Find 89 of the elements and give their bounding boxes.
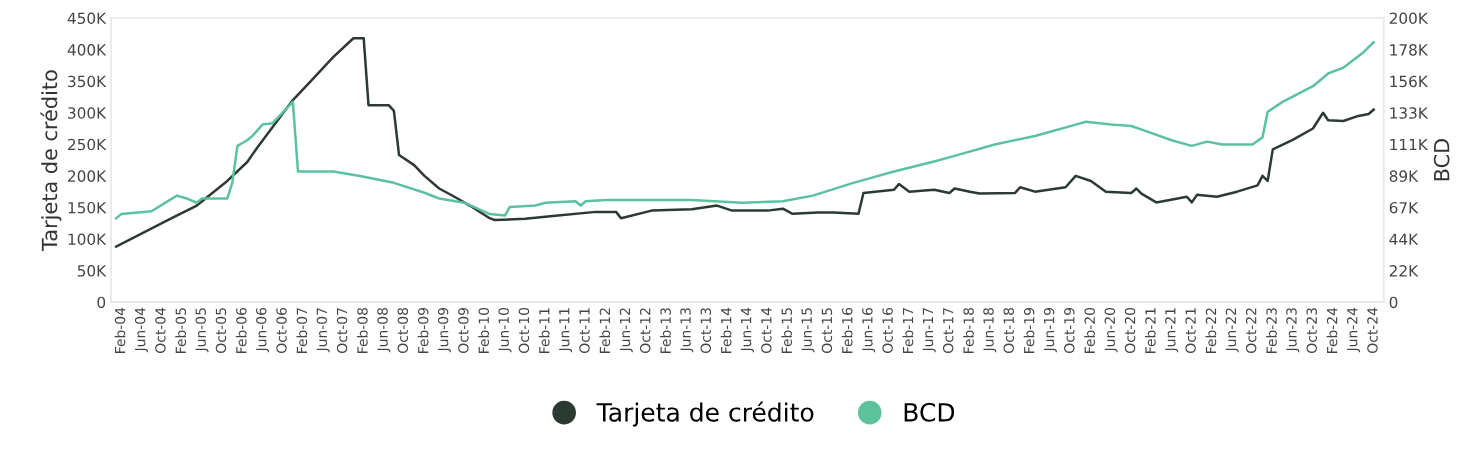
x-tick-label: Oct-17 <box>942 308 954 353</box>
y-tick-label: 0 <box>97 296 106 309</box>
x-tick-label: Feb-15 <box>781 308 792 353</box>
x-tick-label: Jun-05 <box>195 308 209 353</box>
x-tick-label: Oct-22 <box>1245 308 1257 353</box>
x-tick-label: Jun-13 <box>680 308 694 353</box>
x-tick-label: Feb-18 <box>963 307 974 353</box>
legend-label: BCD <box>904 402 955 422</box>
x-tick-label: Jun-11 <box>559 308 573 353</box>
x-tick-label: Jun-19 <box>1043 308 1057 353</box>
x-tick-label: Feb-14 <box>720 307 732 353</box>
x-tick-label: Jun-08 <box>377 307 391 353</box>
legend-label: Tarjeta de crédito <box>596 401 814 427</box>
y-tick-label: 450K <box>67 12 107 25</box>
y2-tick-label: 0 <box>1389 296 1398 309</box>
x-tick-label: Oct-14 <box>761 307 772 353</box>
x-tick-label: Jun-21 <box>1165 308 1179 353</box>
y-axis-title: Tarjeta de crédito <box>40 70 62 252</box>
x-tick-label: Oct-24 <box>1367 307 1378 353</box>
x-tick-label: Feb-23 <box>1266 308 1277 353</box>
y-tick-label: 200K <box>68 170 107 182</box>
x-tick-label: Feb-04 <box>114 307 126 353</box>
y2-tick-label: 67K <box>1389 201 1419 214</box>
y2-tick-label: 22K <box>1389 265 1419 277</box>
x-tick-label: Feb-05 <box>175 308 187 353</box>
x-tick-label: Jun-20 <box>1104 307 1118 353</box>
x-tick-label: Jun-14 <box>741 307 754 353</box>
x-tick-label: Oct-18 <box>1003 307 1014 353</box>
x-tick-label: Jun-17 <box>922 308 936 353</box>
x-tick-label: Oct-13 <box>700 308 712 353</box>
x-tick-label: Feb-19 <box>1023 308 1035 353</box>
x-tick-label: Jun-22 <box>1225 308 1239 353</box>
x-tick-label: Jun-12 <box>619 308 633 353</box>
x-tick-label: Jun-10 <box>498 307 512 353</box>
y2-tick-label: 89K <box>1389 170 1419 182</box>
y2-tick-label: 178K <box>1390 44 1429 56</box>
y2-tick-label: 111K <box>1390 138 1429 151</box>
x-tick-label: Feb-22 <box>1205 308 1217 353</box>
x-tick-label: Jun-04 <box>134 307 148 353</box>
x-tick-label: Oct-16 <box>882 307 893 353</box>
x-tick-label: Feb-11 <box>538 308 550 353</box>
line-series <box>114 36 1375 248</box>
x-tick-label: Oct-19 <box>1064 308 1075 353</box>
x-tick-label: Feb-20 <box>1084 307 1095 353</box>
x-tick-label: Feb-17 <box>902 308 914 353</box>
x-tick-label: Oct-15 <box>821 308 833 353</box>
x-tick-label: Jun-15 <box>801 308 815 353</box>
x-tick-label: Jun-18 <box>983 307 997 353</box>
x-tick-label: Oct-07 <box>336 308 348 353</box>
x-tick-label: Feb-09 <box>417 308 429 353</box>
y-tick-label: 100K <box>68 233 107 246</box>
y-tick-label: 150K <box>68 201 107 214</box>
x-tick-label: Feb-08 <box>356 307 368 353</box>
x-tick-label: Jun-24 <box>1346 307 1361 353</box>
y-tick-label: 250K <box>68 138 107 151</box>
x-tick-label: Oct-05 <box>215 308 227 353</box>
x-tick-label: Oct-06 <box>276 307 287 353</box>
x-tick-label: Feb-07 <box>296 308 308 353</box>
x-tick-label: Jun-16 <box>862 307 876 353</box>
x-tick-label: Feb-16 <box>841 307 853 353</box>
x-tick-label: Oct-12 <box>639 308 651 353</box>
y-tick-label: 50K <box>77 265 107 277</box>
x-tick-label: Oct-21 <box>1185 308 1196 353</box>
x-tick-label: Jun-06 <box>256 307 270 353</box>
x-tick-label: Jun-09 <box>437 308 451 353</box>
y-tick-label: 300K <box>68 107 107 119</box>
x-tick-label: Feb-06 <box>235 307 247 353</box>
y2-axis-title: BCD <box>1433 139 1450 181</box>
x-tick-label: Oct-10 <box>518 307 530 353</box>
x-tick-label: Feb-12 <box>599 308 611 353</box>
y-tick-label: 400K <box>67 44 107 56</box>
x-tick-label: Oct-20 <box>1124 307 1136 353</box>
y2-tick-label: 133K <box>1390 107 1429 119</box>
x-tick-label: Feb-21 <box>1144 308 1156 353</box>
x-tick-label: Oct-11 <box>579 308 590 353</box>
line-series <box>114 40 1375 220</box>
x-tick-label: Oct-23 <box>1306 308 1317 353</box>
x-tick-label: Jun-23 <box>1286 308 1300 353</box>
x-tick-label: Feb-10 <box>478 307 490 353</box>
y2-tick-label: 156K <box>1390 75 1429 88</box>
x-tick-label: Oct-04 <box>155 307 166 353</box>
x-tick-label: Oct-09 <box>458 308 469 353</box>
x-tick-label: Feb-13 <box>660 308 671 353</box>
x-tick-label: Feb-24 <box>1326 307 1338 353</box>
y-tick-label: 350K <box>68 75 107 88</box>
x-tick-label: Jun-07 <box>316 308 330 353</box>
y2-tick-label: 44K <box>1389 233 1419 245</box>
x-tick-label: Oct-08 <box>397 307 409 353</box>
y2-tick-label: 200K <box>1389 12 1429 25</box>
